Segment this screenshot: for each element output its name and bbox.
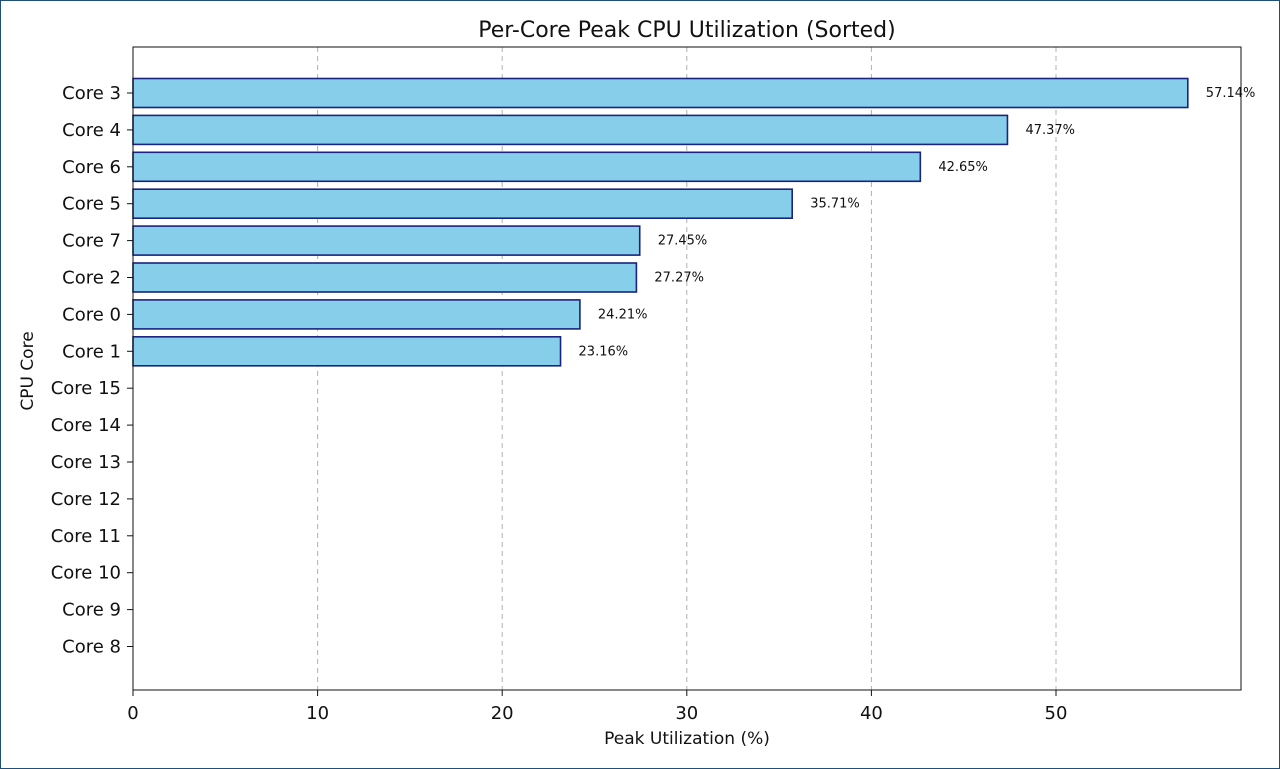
x-axis: 0 10 20 30 40 50 xyxy=(127,690,1067,724)
data-labels: 57.14% 47.37% 42.65% 35.71% 27.45% 27.27% 24.2… xyxy=(579,86,1256,359)
y-tick-label: Core 6 xyxy=(62,157,121,178)
x-tick-label: 20 xyxy=(491,703,514,724)
y-tick-label: Core 11 xyxy=(51,526,121,547)
y-tick-label: Core 2 xyxy=(62,268,121,289)
bar xyxy=(132,225,641,256)
bar xyxy=(132,299,581,330)
y-tick-label: Core 10 xyxy=(51,563,121,584)
data-label: 57.14% xyxy=(1206,86,1256,101)
bar xyxy=(132,188,794,219)
bars xyxy=(132,77,1189,367)
x-axis-label: Peak Utilization (%) xyxy=(604,729,770,749)
x-tick-label: 30 xyxy=(675,703,698,724)
y-tick-label: Core 0 xyxy=(62,304,121,325)
y-tick-label: Core 1 xyxy=(62,341,121,362)
bar xyxy=(132,262,638,293)
y-tick-label: Core 8 xyxy=(62,637,121,658)
data-label: 47.37% xyxy=(1025,123,1075,138)
y-tick-label: Core 4 xyxy=(62,120,121,141)
y-tick-label: Core 15 xyxy=(51,378,121,399)
data-label: 42.65% xyxy=(938,160,988,175)
data-label: 27.45% xyxy=(658,234,708,249)
bar xyxy=(132,114,1009,146)
grid-lines xyxy=(317,47,1057,690)
y-tick-label: Core 12 xyxy=(51,489,121,510)
y-axis-label: CPU Core xyxy=(18,331,38,410)
data-label: 23.16% xyxy=(579,344,629,359)
x-tick-label: 0 xyxy=(127,703,138,724)
y-tick-label: Core 3 xyxy=(62,83,121,104)
chart-title: Per-Core Peak CPU Utilization (Sorted) xyxy=(478,18,895,43)
data-label: 27.27% xyxy=(654,271,704,286)
y-axis: Core 3 Core 4 Core 6 Core 5 Core 7 Core 2 Core… xyxy=(51,83,133,658)
bar xyxy=(132,151,922,183)
y-tick-label: Core 14 xyxy=(51,415,121,436)
y-tick-label: Core 5 xyxy=(62,194,121,215)
y-tick-label: Core 9 xyxy=(62,600,121,621)
bar xyxy=(132,335,562,367)
y-tick-label: Core 7 xyxy=(62,231,121,252)
data-label: 35.71% xyxy=(810,197,860,212)
x-tick-label: 10 xyxy=(306,703,329,724)
data-label: 24.21% xyxy=(598,307,648,322)
x-tick-label: 40 xyxy=(860,703,883,724)
y-tick-label: Core 13 xyxy=(51,452,121,473)
x-tick-label: 50 xyxy=(1045,703,1068,724)
bar xyxy=(132,77,1189,109)
